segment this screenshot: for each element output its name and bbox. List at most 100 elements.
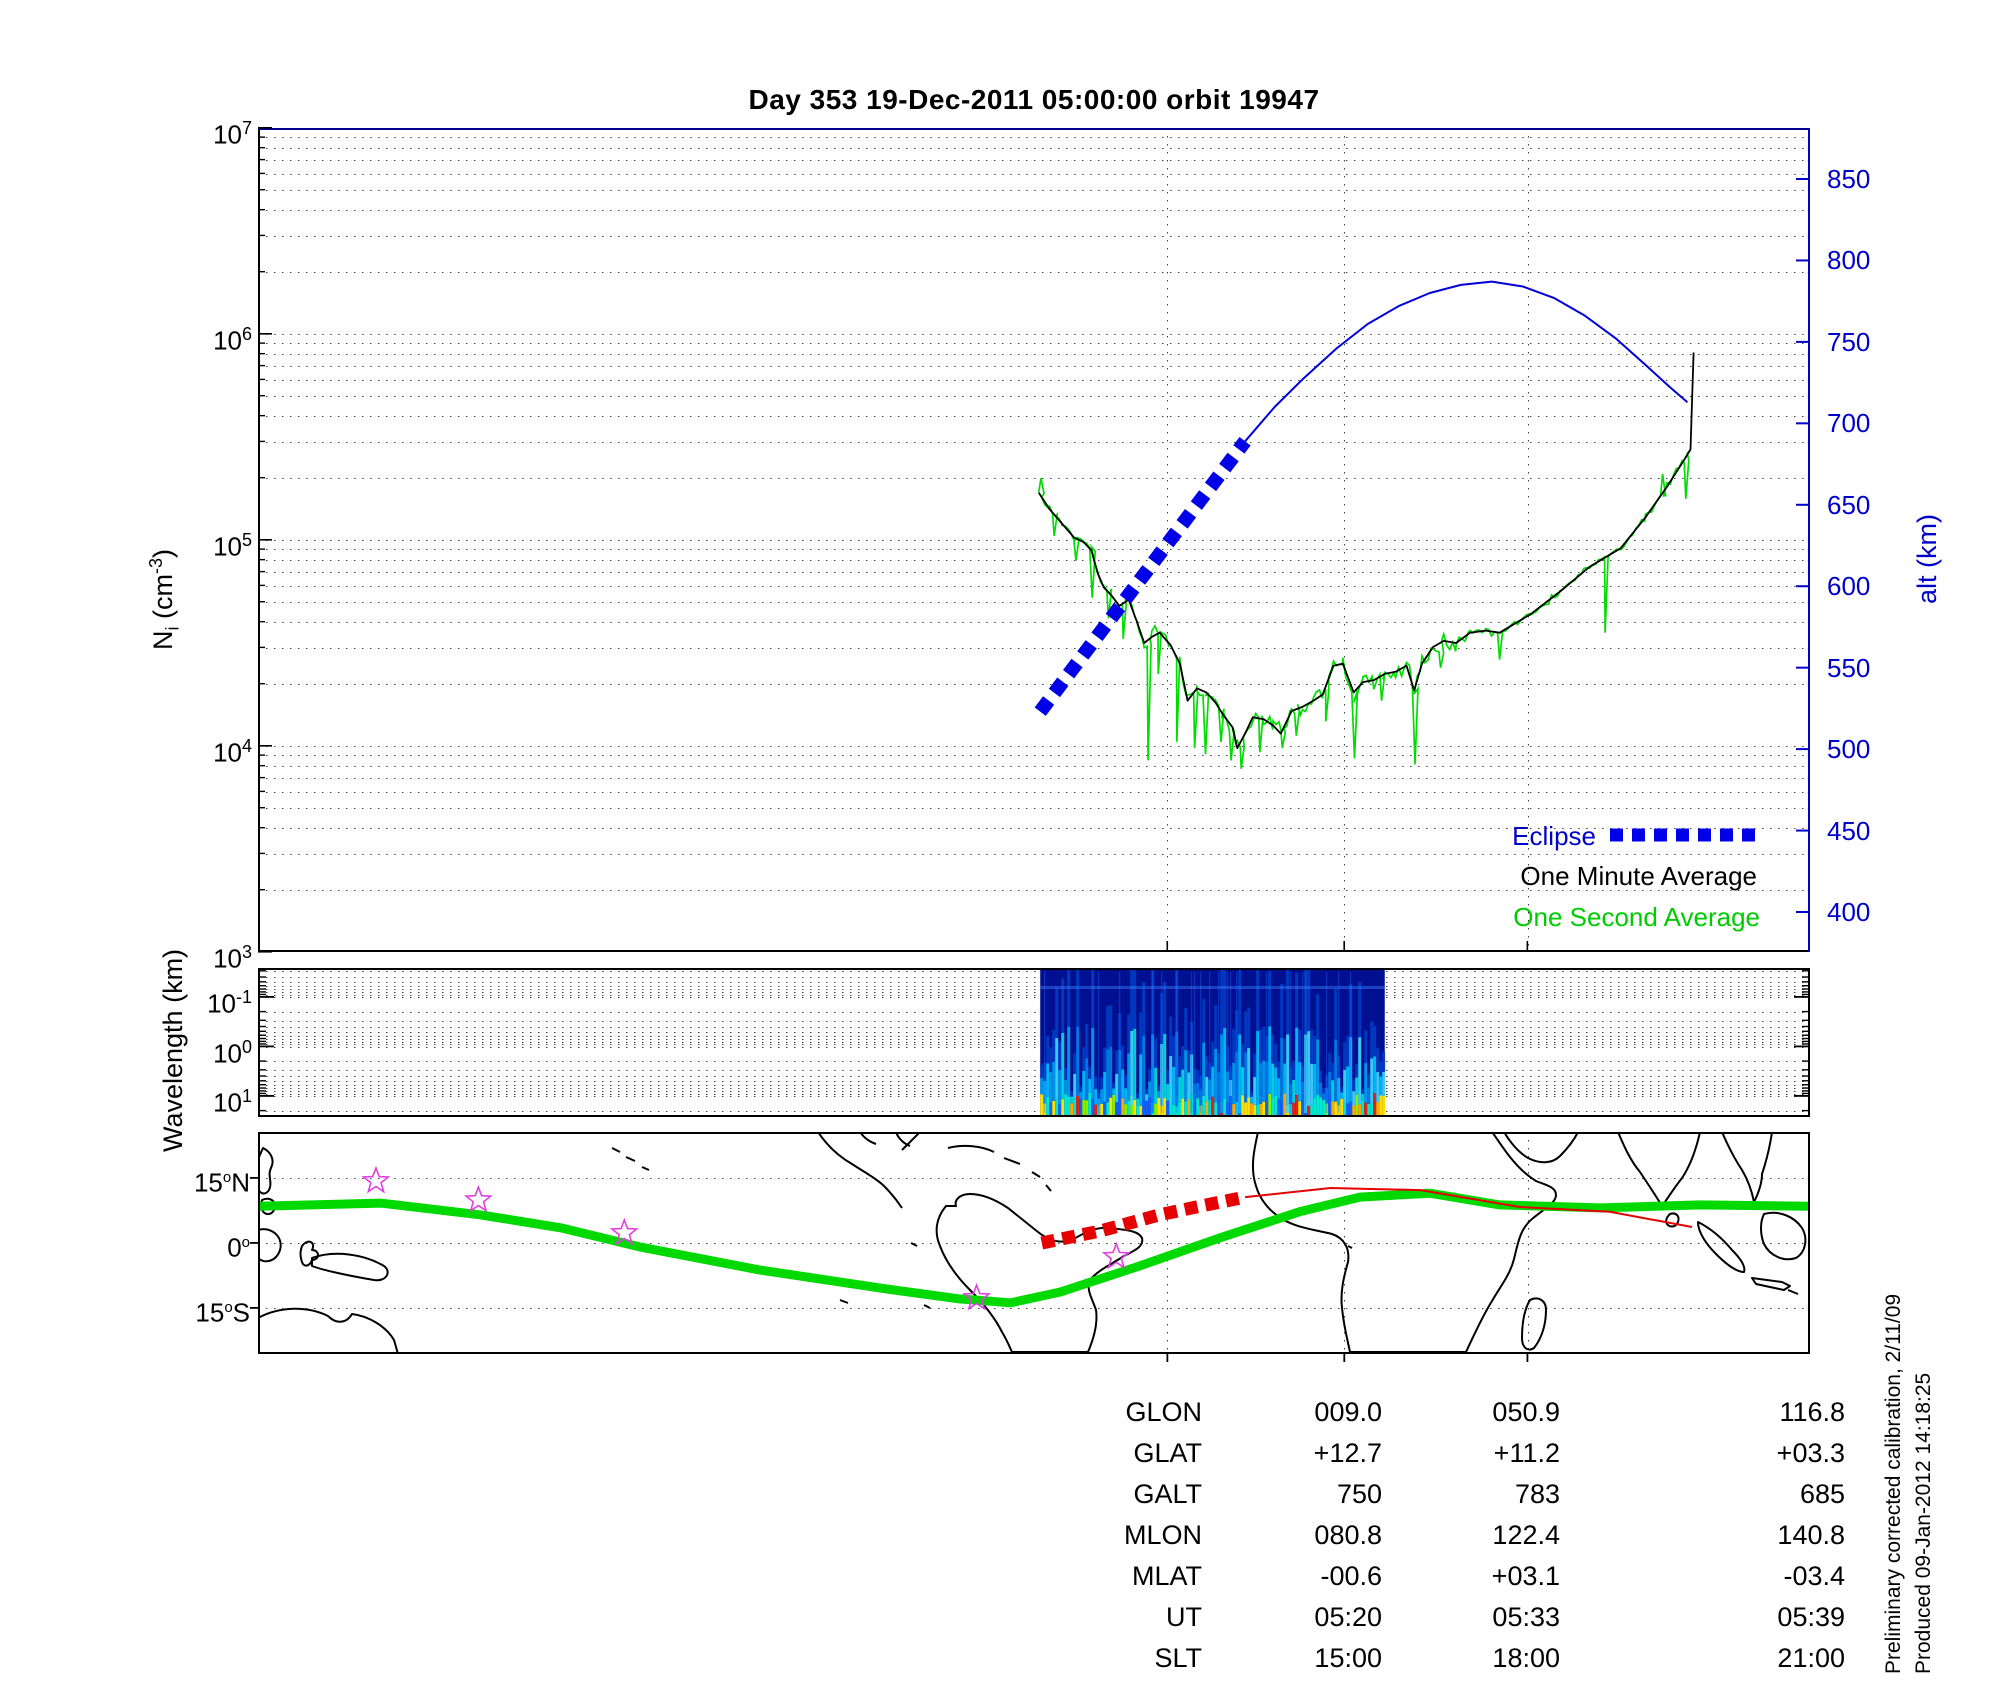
wl-minor-tick bbox=[258, 993, 266, 996]
map-lat-gridline bbox=[258, 1243, 1810, 1244]
coastline bbox=[859, 1132, 911, 1147]
wl-minor-tick bbox=[1802, 1030, 1810, 1032]
table-value: 080.8 bbox=[1314, 1520, 1382, 1550]
ni-minor-tick bbox=[258, 136, 265, 138]
ni-minor-tick bbox=[258, 852, 265, 855]
wl-major-tick bbox=[258, 1045, 274, 1048]
wl-minor-tick bbox=[258, 1010, 266, 1013]
ni-minor-gridline bbox=[258, 442, 1810, 443]
wl-minor-tick bbox=[258, 1037, 266, 1040]
ni-minor-gridline bbox=[258, 343, 1810, 344]
ni-major-gridline bbox=[258, 540, 1810, 541]
ni-minor-gridline bbox=[258, 622, 1810, 623]
ni-minor-tick bbox=[258, 378, 265, 381]
ni-minor-tick bbox=[258, 440, 265, 443]
ni-minor-tick bbox=[258, 189, 265, 191]
wavelength-tick-label: 100 bbox=[213, 1036, 252, 1069]
wl-minor-gridline bbox=[258, 982, 1810, 983]
ni-x-tick bbox=[1166, 941, 1169, 952]
wl-minor-gridline bbox=[258, 995, 1810, 996]
alt-tick bbox=[1796, 829, 1810, 832]
wl-minor-tick bbox=[1802, 988, 1810, 990]
altitude-line bbox=[1244, 280, 1689, 442]
table-value: +03.1 bbox=[1491, 1561, 1560, 1591]
table-value: 050.9 bbox=[1492, 1397, 1560, 1427]
coastline bbox=[1697, 1221, 1746, 1273]
table-value: 685 bbox=[1799, 1479, 1845, 1509]
star-marker bbox=[1101, 1241, 1131, 1270]
ni-minor-tick bbox=[258, 584, 265, 587]
wl-minor-gridline bbox=[258, 1021, 1810, 1022]
map-lat-tick bbox=[250, 1242, 258, 1244]
wl-minor-tick bbox=[1802, 1075, 1810, 1077]
wl-minor-tick bbox=[1802, 981, 1810, 983]
ni-minor-gridline bbox=[258, 560, 1810, 561]
table-row-label: GLAT bbox=[1133, 1438, 1202, 1468]
table-value: -03.4 bbox=[1783, 1561, 1845, 1591]
wl-minor-gridline bbox=[258, 1044, 1810, 1045]
table-value: 05:33 bbox=[1492, 1602, 1560, 1632]
ni-minor-tick bbox=[258, 888, 265, 891]
ni-minor-gridline bbox=[258, 766, 1810, 767]
wl-major-gridline bbox=[258, 997, 1810, 998]
wl-minor-tick bbox=[258, 976, 266, 978]
table-value: 009.0 bbox=[1314, 1397, 1382, 1427]
table-value: 18:00 bbox=[1492, 1643, 1560, 1673]
wl-minor-tick bbox=[258, 1069, 266, 1071]
ni-minor-gridline bbox=[258, 354, 1810, 355]
ni-minor-tick bbox=[258, 395, 265, 397]
wl-minor-gridline bbox=[258, 977, 1810, 978]
table-value: 783 bbox=[1514, 1479, 1560, 1509]
coastline bbox=[1665, 1212, 1680, 1228]
table-value: 05:39 bbox=[1777, 1602, 1845, 1632]
ni-minor-gridline bbox=[258, 190, 1810, 191]
ni-tick-label: 104 bbox=[213, 736, 252, 768]
ni-major-tick bbox=[258, 745, 272, 747]
ni-minor-tick bbox=[258, 646, 265, 649]
ni-minor-gridline bbox=[258, 380, 1810, 381]
ni-minor-tick bbox=[258, 208, 265, 211]
table-value: 140.8 bbox=[1777, 1520, 1845, 1550]
coastline bbox=[1251, 1132, 1557, 1353]
coastline bbox=[311, 1252, 389, 1282]
map-x-tick bbox=[1343, 1354, 1346, 1362]
one-second-average-line bbox=[1037, 449, 1691, 769]
map-lat-label: 15oN bbox=[193, 1167, 250, 1198]
map-lat-tick bbox=[250, 1177, 258, 1179]
table-value: -00.6 bbox=[1320, 1561, 1382, 1591]
coastline bbox=[299, 1240, 319, 1267]
wl-minor-tick bbox=[258, 1043, 266, 1045]
wl-minor-gridline bbox=[258, 1088, 1810, 1089]
ni-minor-tick bbox=[258, 807, 265, 809]
alt-tick bbox=[1796, 340, 1810, 343]
alt-tick bbox=[1796, 748, 1810, 751]
ni-minor-tick bbox=[258, 548, 265, 550]
ni-bottom-spine bbox=[258, 950, 1810, 952]
wl-minor-gridline bbox=[258, 1081, 1810, 1082]
coastline bbox=[258, 1307, 399, 1354]
wl-minor-tick bbox=[258, 1034, 266, 1036]
wl-minor-gridline bbox=[258, 1070, 1810, 1071]
table-value: +12.7 bbox=[1313, 1438, 1382, 1468]
coastline bbox=[839, 1245, 1799, 1309]
ni-minor-gridline bbox=[258, 478, 1810, 479]
map-lat-gridline bbox=[258, 1308, 1810, 1309]
table-row: GLAT +12.7 +11.2 +03.3 bbox=[1000, 1433, 1845, 1473]
alt-tick-label: 700 bbox=[1827, 408, 1871, 439]
ni-minor-gridline bbox=[258, 792, 1810, 793]
wl-minor-tick bbox=[1802, 1084, 1810, 1086]
alt-tick-label: 650 bbox=[1827, 489, 1871, 520]
star-marker bbox=[962, 1282, 992, 1311]
ni-minor-gridline bbox=[258, 210, 1810, 211]
altitude-eclipse-dashes bbox=[1034, 437, 1251, 716]
table-value: 05:20 bbox=[1314, 1602, 1382, 1632]
map-x-tick bbox=[1526, 1354, 1529, 1362]
ground-track-green bbox=[258, 1188, 1810, 1308]
table-row-label: UT bbox=[1166, 1602, 1202, 1632]
alt-tick bbox=[1796, 585, 1810, 588]
wl-minor-tick bbox=[258, 1092, 266, 1095]
alt-tick bbox=[1796, 259, 1810, 262]
